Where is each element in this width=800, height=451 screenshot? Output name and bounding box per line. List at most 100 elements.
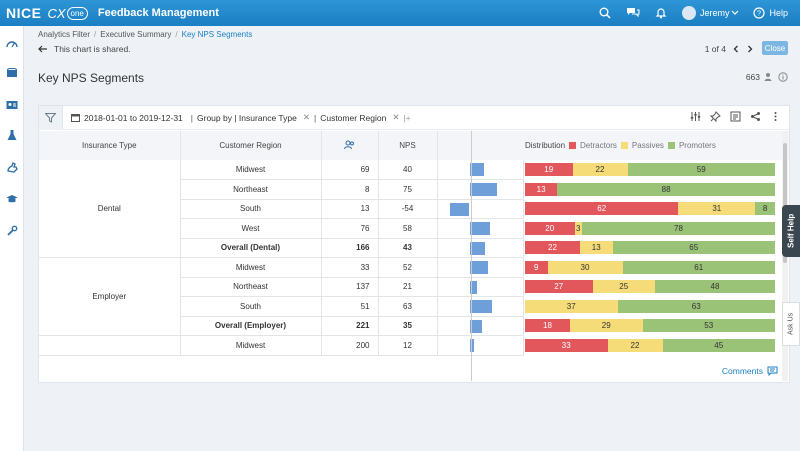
respondent-count-cell: 76 (321, 218, 379, 239)
legend-swatch-detractors (569, 142, 577, 149)
column-header-respondents[interactable] (321, 131, 379, 160)
user-menu[interactable]: Jeremy (681, 6, 740, 20)
column-header-insurance-type[interactable]: Insurance Type (39, 131, 181, 160)
nps-cell: 40 (378, 160, 438, 180)
record-count-value: 663 (745, 72, 760, 82)
promoters-segment: 63 (617, 299, 775, 313)
nps-bar (469, 319, 483, 333)
dashboard-gauge-icon[interactable] (5, 36, 19, 50)
self-help-tab[interactable]: Self Help (782, 205, 800, 257)
remove-customer-region-icon[interactable]: ✕ (392, 112, 400, 122)
passives-segment: 31 (678, 202, 756, 215)
date-range-filter[interactable]: 2018-01-01 to 2019-12-31 (71, 113, 183, 123)
promoters-segment: 61 (622, 260, 775, 274)
chart-panel: 2018-01-01 to 2019-12-31 | Group by | In… (38, 105, 790, 383)
help-label: Help (769, 8, 788, 18)
promoters-segment: 45 (662, 338, 775, 352)
notes-icon[interactable] (730, 111, 741, 122)
promoters-segment: 8 (755, 202, 775, 215)
respondent-count-cell: 8 (321, 179, 379, 200)
breadcrumb-item-executive-summary[interactable]: Executive Summary (100, 30, 172, 39)
nps-bar (469, 222, 491, 235)
nps-cell: 52 (378, 257, 438, 278)
remove-insurance-type-icon[interactable]: ✕ (302, 112, 310, 122)
detractors-segment: 62 (525, 202, 679, 215)
share-icon[interactable] (750, 111, 761, 122)
customer-region-cell: West (180, 218, 322, 239)
nps-bar (469, 241, 485, 255)
close-button[interactable]: Close (762, 41, 788, 55)
chat-icon[interactable] (626, 6, 640, 20)
help-button[interactable]: ? Help (753, 7, 788, 19)
search-icon[interactable] (598, 6, 612, 20)
detractors-segment: 20 (525, 221, 575, 235)
sidebar (0, 26, 24, 451)
date-range-label: 2018-01-01 to 2019-12-31 (84, 112, 183, 123)
svg-text:?: ? (757, 9, 761, 18)
respondent-count-cell: 137 (321, 277, 379, 297)
nps-cell: 43 (378, 238, 438, 258)
info-icon[interactable] (778, 72, 788, 82)
passives-segment: 3 (574, 221, 582, 235)
column-header-nps[interactable]: NPS (378, 131, 438, 160)
table-row: Dental Midwest 69 40 (39, 160, 524, 258)
nps-cell: 21 (378, 277, 438, 297)
nps-bar-cell (437, 296, 524, 317)
breadcrumb-item-analytics-filter[interactable]: Analytics Filter (38, 30, 91, 39)
pin-icon[interactable] (710, 111, 721, 122)
hand-icon[interactable] (5, 160, 19, 174)
detractors-segment: 33 (525, 338, 608, 352)
passives-segment: 29 (570, 319, 643, 332)
back-arrow-icon[interactable] (38, 45, 48, 53)
respondent-count-cell: 221 (321, 316, 379, 336)
breadcrumb-item-key-nps-segments: Key NPS Segments (181, 30, 253, 39)
chevron-right-icon[interactable] (746, 45, 754, 53)
customer-region-cell: South (180, 199, 322, 219)
table-row: Overall (Dental) 166 43 (39, 238, 524, 258)
more-icon[interactable] (770, 111, 781, 122)
distribution-row: 62 31 8 (523, 199, 789, 219)
sliders-icon[interactable] (690, 111, 701, 122)
distribution-label: Distribution (525, 141, 566, 150)
nps-bar-cell (437, 335, 524, 356)
flask-icon[interactable] (5, 128, 19, 142)
scrollbar-thumb[interactable] (783, 143, 787, 263)
legend-swatch-passives (620, 142, 628, 149)
cxone-logo: CX one (47, 6, 88, 21)
filter-bar: 2018-01-01 to 2019-12-31 | Group by | In… (39, 105, 789, 130)
group-by-filter[interactable]: | Group by | Insurance Type ✕ | Customer… (191, 112, 411, 123)
table-row: Northeast 137 21 (39, 277, 524, 297)
detractors-segment: 19 (525, 163, 573, 176)
graduation-cap-icon[interactable] (5, 192, 19, 206)
cxone-logo-one: one (66, 6, 88, 20)
distribution-row: 19 22 59 (523, 160, 789, 180)
bell-icon[interactable] (654, 6, 668, 20)
chevron-left-icon[interactable] (732, 45, 740, 53)
separator: | (190, 112, 193, 123)
people-icon (344, 140, 354, 149)
comments-label: Comments (721, 366, 763, 376)
legend-label-promoters: Promoters (678, 141, 716, 150)
detractors-segment: 9 (525, 260, 548, 274)
wrench-icon[interactable] (5, 224, 19, 238)
add-group-icon[interactable]: |+ (403, 112, 411, 123)
detractors-segment: 27 (525, 280, 593, 293)
nps-bar (469, 163, 484, 176)
distribution-row: 33 22 45 (523, 336, 789, 356)
group-by-label: Group by | Insurance Type (197, 112, 297, 123)
customer-region-cell: Overall (Dental) (180, 238, 322, 258)
people-icon (764, 73, 772, 81)
filter-toggle[interactable] (39, 105, 63, 130)
distribution-row: 13 88 (523, 180, 789, 200)
funnel-icon (45, 112, 56, 123)
column-header-customer-region[interactable]: Customer Region (180, 131, 322, 160)
record-count: 663 (746, 72, 788, 82)
help-icon: ? (753, 7, 766, 19)
contact-card-icon[interactable] (5, 98, 19, 112)
nps-bar (450, 202, 470, 216)
comments-link[interactable]: Comments (722, 366, 778, 376)
video-icon[interactable] (5, 66, 19, 80)
legend-label-detractors: Detractors (580, 141, 617, 150)
ask-us-tab[interactable]: Ask Us (782, 302, 800, 346)
column-header-nps-bar (437, 131, 524, 160)
